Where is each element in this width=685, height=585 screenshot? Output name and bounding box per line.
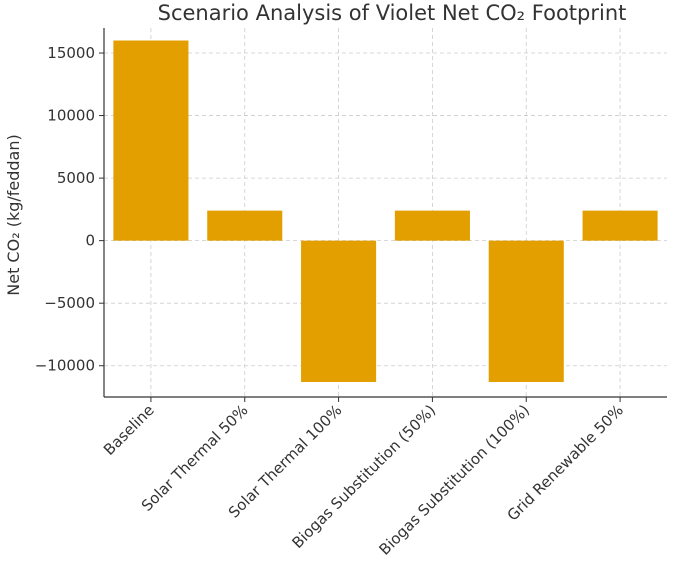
y-tick-label: −5000 xyxy=(44,294,95,312)
x-tick-label: Solar Thermal 50% xyxy=(138,401,252,515)
y-axis-label: Net CO₂ (kg/feddan) xyxy=(4,134,23,295)
chart-title: Scenario Analysis of Violet Net CO₂ Foot… xyxy=(158,1,627,25)
y-tick-label: −10000 xyxy=(35,357,95,375)
y-tick-label: 10000 xyxy=(47,107,95,125)
bar xyxy=(113,40,189,241)
bar xyxy=(394,210,470,241)
bar xyxy=(582,210,658,241)
bar xyxy=(488,240,564,382)
y-tick-label: 15000 xyxy=(47,44,95,62)
x-tick-label: Baseline xyxy=(100,401,158,459)
bar xyxy=(301,240,377,382)
y-tick-label: 5000 xyxy=(57,169,95,187)
y-tick-label: 0 xyxy=(85,232,95,250)
x-tick-label: Biogas Substitution (100%) xyxy=(376,401,534,559)
axes xyxy=(103,28,667,398)
bars xyxy=(113,40,658,382)
y-ticks: −10000 −5000 0 5000 10000 15000 xyxy=(35,44,104,375)
bar xyxy=(207,210,283,241)
